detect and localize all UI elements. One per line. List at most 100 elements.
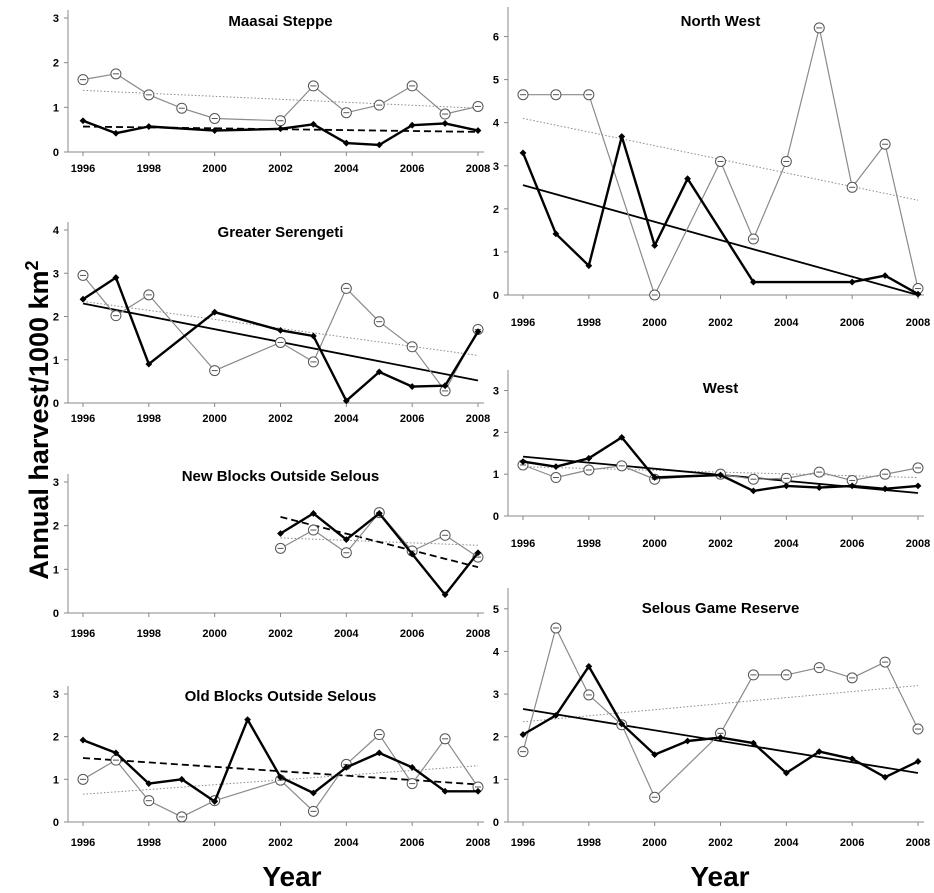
- data-point-diamond: [342, 763, 350, 771]
- y-tick-label: 0: [493, 290, 499, 302]
- data-point-diamond: [618, 133, 626, 140]
- data-point-diamond: [342, 536, 350, 544]
- x-tick-label: 2002: [268, 837, 292, 849]
- series-line-open-circles: [82, 733, 479, 818]
- x-tick-label: 1996: [511, 538, 535, 550]
- y-tick-label: 3: [53, 268, 59, 280]
- data-point-diamond: [651, 751, 659, 759]
- x-tick-label: 2004: [774, 538, 799, 550]
- y-tick-label: 3: [493, 161, 499, 173]
- trend-line-dotted: [522, 685, 919, 723]
- x-tick-label: 2000: [202, 628, 226, 640]
- data-point-diamond: [881, 485, 889, 493]
- data-point-diamond: [277, 125, 284, 133]
- data-point-diamond: [848, 755, 856, 763]
- data-point-diamond: [585, 662, 593, 670]
- chart-panel: 0 1 2 3 4 5 6 1996 1998 2000 2002 2004 2006 2008 North…: [493, 7, 930, 329]
- data-point-diamond: [519, 458, 527, 466]
- x-tick-label: 2000: [202, 163, 226, 175]
- x-tick-label: 1998: [577, 837, 601, 849]
- data-point-diamond: [848, 482, 856, 490]
- x-tick-label: 1996: [511, 317, 535, 329]
- x-tick-label: 2004: [334, 413, 359, 425]
- x-tick-label: 2008: [466, 413, 490, 425]
- y-tick-label: 0: [53, 817, 59, 829]
- series-line-open-circles: [522, 627, 919, 798]
- data-point-diamond: [651, 242, 659, 249]
- x-tick-label: 1996: [511, 837, 535, 849]
- chart-panel: 0 1 2 3 1996 1998 2000 2002 2004 2006 2008 West: [493, 370, 930, 550]
- data-point-diamond: [112, 129, 120, 137]
- chart-panel: 0 1 2 3 1996 1998 2000 2002 2004 2006 2008 New Bloc…: [53, 468, 490, 640]
- data-point-diamond: [815, 484, 823, 491]
- x-tick-label: 2000: [642, 837, 666, 849]
- x-tick-label: 2006: [400, 163, 424, 175]
- data-point-diamond: [408, 763, 416, 771]
- data-point-diamond: [585, 454, 593, 462]
- y-tick-label: 6: [493, 32, 499, 44]
- x-tick-label: 1998: [577, 538, 601, 550]
- data-point-diamond: [441, 120, 449, 127]
- trend-line-solid: [522, 708, 919, 774]
- data-point-diamond: [277, 773, 284, 781]
- data-point-diamond: [618, 720, 626, 728]
- x-tick-label: 1996: [71, 163, 95, 175]
- y-tick-label: 0: [53, 608, 59, 620]
- data-point-diamond: [244, 716, 251, 723]
- data-point-diamond: [375, 141, 383, 149]
- y-tick-label: 1: [53, 102, 59, 114]
- data-point-diamond: [375, 368, 383, 376]
- x-tick-label: 1996: [71, 628, 95, 640]
- x-tick-label: 1996: [71, 837, 95, 849]
- panel-title: North West: [681, 13, 761, 30]
- x-tick-label: 2008: [906, 538, 930, 550]
- data-point-diamond: [618, 433, 626, 441]
- y-tick-label: 0: [53, 147, 59, 159]
- panel-title: Selous Game Reserve: [642, 600, 800, 617]
- y-tick-label: 0: [493, 511, 499, 523]
- data-point-diamond: [782, 482, 790, 490]
- data-point-diamond: [79, 117, 87, 125]
- trend-line-solid: [522, 184, 919, 296]
- data-point-diamond: [375, 749, 383, 757]
- data-point-diamond: [211, 127, 219, 134]
- x-tick-label: 1998: [137, 628, 161, 640]
- y-tick-label: 0: [53, 398, 59, 410]
- y-tick-label: 1: [493, 774, 499, 786]
- y-tick-label: 3: [53, 477, 59, 489]
- data-point-diamond: [474, 787, 482, 795]
- x-tick-label: 2006: [400, 837, 424, 849]
- data-point-diamond: [112, 749, 120, 757]
- data-point-diamond: [552, 230, 560, 238]
- data-point-diamond: [310, 510, 317, 517]
- data-point-diamond: [474, 127, 482, 134]
- data-point-diamond: [552, 463, 560, 471]
- data-point-diamond: [441, 591, 449, 599]
- data-point-diamond: [178, 775, 186, 783]
- x-tick-label: 1998: [137, 837, 161, 849]
- x-tick-label: 2006: [840, 837, 864, 849]
- x-tick-label: 2002: [268, 413, 292, 425]
- data-point-diamond: [408, 383, 416, 390]
- series-line-filled-diamonds: [522, 436, 919, 493]
- panel-title: West: [703, 380, 739, 397]
- series-line-open-circles: [82, 73, 479, 122]
- data-point-diamond: [375, 510, 383, 517]
- panel-title: Old Blocks Outside Selous: [185, 688, 377, 705]
- x-tick-label: 2002: [708, 837, 732, 849]
- data-point-diamond: [112, 274, 120, 281]
- data-point-diamond: [881, 272, 889, 280]
- data-point-diamond: [585, 262, 593, 270]
- trend-line-dotted: [82, 89, 479, 109]
- x-tick-label: 2000: [642, 538, 666, 550]
- data-point-diamond: [441, 382, 449, 390]
- data-point-diamond: [310, 120, 317, 128]
- data-point-diamond: [717, 734, 724, 741]
- y-tick-label: 4: [493, 646, 500, 658]
- data-point-diamond: [914, 290, 922, 298]
- data-point-diamond: [310, 789, 317, 797]
- data-point-diamond: [474, 328, 482, 336]
- data-point-diamond: [145, 780, 153, 787]
- y-tick-label: 2: [493, 427, 499, 439]
